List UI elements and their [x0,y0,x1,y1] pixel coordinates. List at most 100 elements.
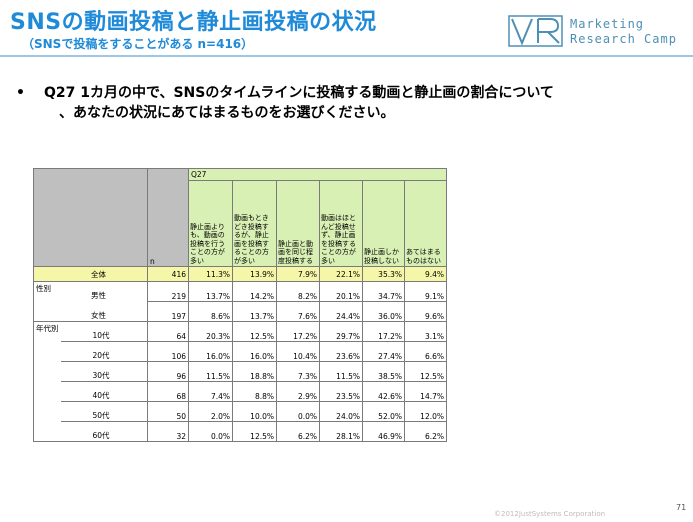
row-label: 全体 [33,266,148,282]
value-cell: 28.1% [319,421,363,442]
n-cell: 96 [147,361,189,382]
table-row: 全体 416 11.3% 13.9% 7.9% 22.1% 35.3% 9.4% [33,266,447,282]
value-cell: 34.7% [362,281,405,302]
value-cell: 7.6% [276,301,320,322]
row-label: 20代 [60,341,148,362]
value-cell: 3.1% [404,321,447,342]
value-cell: 8.8% [232,381,277,402]
value-cell: 13.7% [232,301,277,322]
bullet-point: • [16,85,25,101]
value-cell: 52.0% [362,401,405,422]
n-cell: 68 [147,381,189,402]
row-label: 男性 [91,291,106,300]
value-cell: 7.4% [188,381,233,402]
column-header: 動画はほとんど投稿せず、静止画を投稿することの方が多い [319,180,363,267]
logo-line-1: Marketing [570,17,645,31]
value-cell: 12.5% [404,361,447,382]
value-cell: 35.3% [362,266,405,282]
value-cell: 36.0% [362,301,405,322]
value-cell: 23.5% [319,381,363,402]
value-cell: 6.6% [404,341,447,362]
header-corner [33,168,148,267]
value-cell: 13.7% [188,281,233,302]
table-row: 60代 32 0.0% 12.5% 6.2% 28.1% 46.9% 6.2% [34,421,447,442]
value-cell: 9.1% [404,281,447,302]
value-cell: 22.1% [319,266,363,282]
page-number: 71 [676,503,687,512]
row-label: 60代 [60,421,148,442]
value-cell: 23.6% [319,341,363,362]
value-cell: 17.2% [362,321,405,342]
group-label: 性別 [36,284,51,293]
column-header: 静止画しか投稿しない [362,180,405,267]
n-cell: 32 [147,421,189,442]
value-cell: 10.0% [232,401,277,422]
value-cell: 20.3% [188,321,233,342]
column-header: 静止画よりも、動画の投稿を行うことの方が多い [188,180,233,267]
value-cell: 11.3% [188,266,233,282]
value-cell: 24.4% [319,301,363,322]
value-cell: 11.5% [188,361,233,382]
table-row: 40代 68 7.4% 8.8% 2.9% 23.5% 42.6% 14.7% [34,381,447,402]
value-cell: 46.9% [362,421,405,442]
row-label: 30代 [60,361,148,382]
value-cell: 18.8% [232,361,277,382]
table-row: 20代 106 16.0% 16.0% 10.4% 23.6% 27.4% 6.… [34,341,447,362]
value-cell: 0.0% [188,421,233,442]
value-cell: 9.4% [404,266,447,282]
value-cell: 16.0% [232,341,277,362]
row-label: 50代 [60,401,148,422]
n-cell: 50 [147,401,189,422]
n-cell: 219 [147,281,189,302]
value-cell: 14.7% [404,381,447,402]
value-cell: 10.4% [276,341,320,362]
slide-subtitle: （SNSで投稿をすることがある n=416） [22,37,254,51]
value-cell: 27.4% [362,341,405,362]
value-cell: 2.0% [188,401,233,422]
n-cell: 416 [147,266,189,282]
table-row: 30代 96 11.5% 18.8% 7.3% 11.5% 38.5% 12.5… [34,361,447,382]
column-header: 動画もときどき投稿するが、静止画を投稿することの方が多い [232,180,277,267]
table-row: 年代別 10代 64 20.3% 12.5% 17.2% 29.7% 17.2%… [33,321,447,442]
group-age: 年代別 [33,321,61,442]
column-header: 静止画と動画を同じ程度投稿する [276,180,320,267]
logo-line-2: Research Camp [570,32,677,46]
slide-title: SNSの動画投稿と静止画投稿の状況 [10,10,377,35]
value-cell: 7.3% [276,361,320,382]
question-header: Q27 [188,168,447,181]
value-cell: 14.2% [232,281,277,302]
value-cell: 12.0% [404,401,447,422]
value-cell: 6.2% [404,421,447,442]
value-cell: 42.6% [362,381,405,402]
value-cell: 0.0% [276,401,320,422]
value-cell: 8.6% [188,301,233,322]
value-cell: 29.7% [319,321,363,342]
value-cell: 38.5% [362,361,405,382]
title-divider [0,55,693,57]
value-cell: 13.9% [232,266,277,282]
marketing-research-camp-logo: Marketing Research Camp [508,15,693,49]
table-row: 性別 男性 女性 219 13.7% 14.2% 8.2% 20.1% 34.7… [33,281,447,322]
value-cell: 2.9% [276,381,320,402]
n-header: n [147,168,189,267]
value-cell: 12.5% [232,421,277,442]
value-cell: 6.2% [276,421,320,442]
question-line-1: Q27 1カ月の中で、SNSのタイムラインに投稿する動画と静止画の割合について [44,85,554,101]
row-label: 40代 [60,381,148,402]
value-cell: 8.2% [276,281,320,302]
question-line-2: 、あなたの状況にあてはまるものをお選びください。 [59,105,395,121]
n-cell: 197 [147,301,189,322]
copyright-notice: ©2012JustSystems Corporation [494,510,606,518]
value-cell: 24.0% [319,401,363,422]
vr-logo-icon [508,15,563,47]
value-cell: 16.0% [188,341,233,362]
value-cell: 11.5% [319,361,363,382]
n-cell: 64 [147,321,189,342]
value-cell: 9.6% [404,301,447,322]
logo-text: Marketing Research Camp [570,17,677,47]
group-label: 年代別 [36,324,59,333]
value-cell: 20.1% [319,281,363,302]
value-cell: 12.5% [232,321,277,342]
results-table: n Q27 静止画よりも、動画の投稿を行うことの方が多い 動画もときどき投稿する… [33,168,447,442]
group-sex: 性別 男性 女性 [33,281,148,322]
